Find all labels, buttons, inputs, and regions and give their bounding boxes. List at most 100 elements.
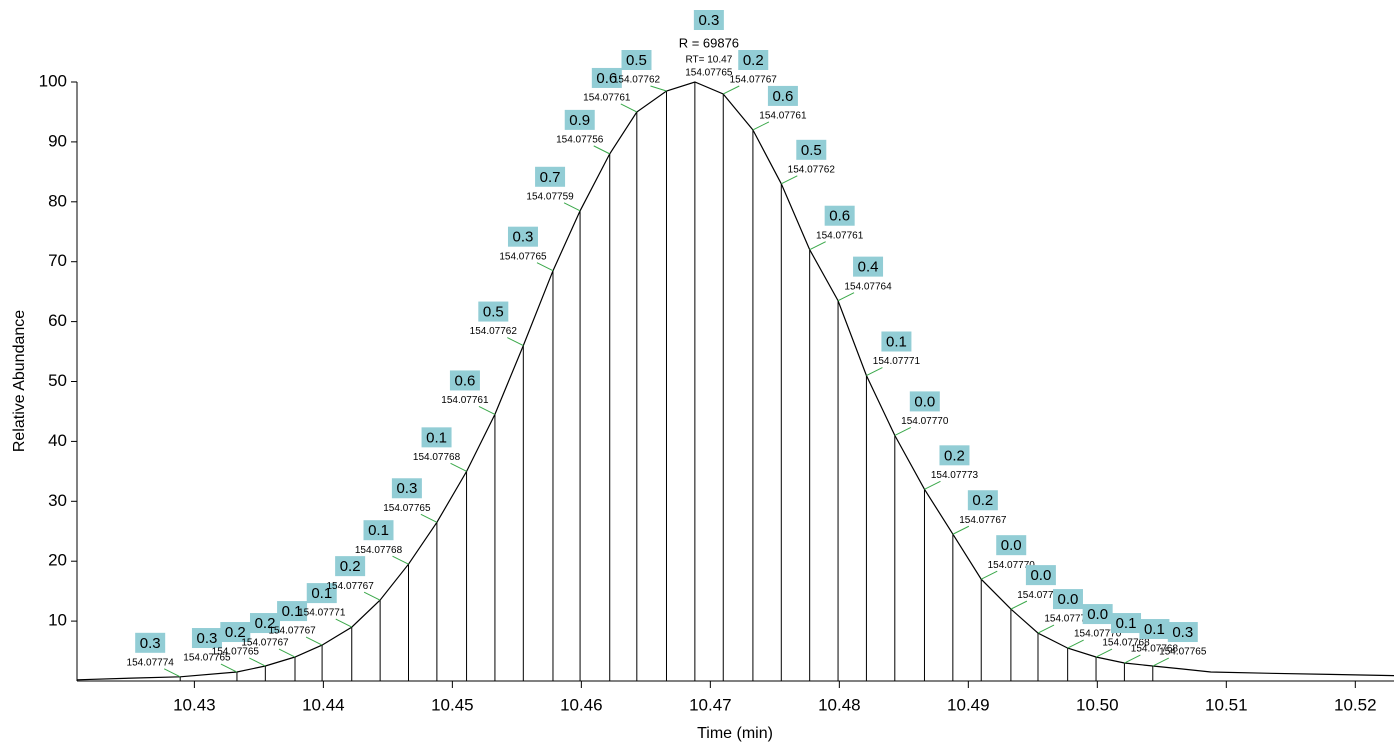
x-tick-label: 10.44 [302,695,345,714]
leader-line [363,591,381,601]
error-box [881,331,912,352]
error-label: 0.9 [569,112,590,129]
leader-line [809,241,826,251]
leader-line [866,367,883,376]
leader-line [507,337,524,347]
leader-line [752,121,770,131]
x-tick-label: 10.47 [689,695,732,714]
mass-label: 154.07770 [1017,590,1065,601]
error-label: 0.2 [743,52,764,69]
mass-label: 154.07762 [788,164,836,175]
leader-line [478,405,496,415]
error-label: 0.3 [698,12,719,29]
mass-label: 154.07765 [685,68,733,79]
error-box [1052,589,1083,610]
mass-label: 154.07764 [844,281,892,292]
x-tick-label: 10.51 [1205,695,1248,714]
leader-line [163,668,181,678]
x-tick-label: 10.43 [173,695,216,714]
leader-line [392,555,409,565]
leader-line [924,480,941,490]
leader-line [335,618,352,628]
mass-label: 154.07767 [241,638,289,649]
error-label: 0.3 [1172,624,1193,641]
error-box [335,556,366,577]
error-label: 0.3 [513,229,534,246]
error-label: 0.0 [1058,591,1079,608]
leader-line [420,513,438,523]
mass-label: 154.07765 [499,251,547,262]
leader-line [249,657,266,667]
y-tick-label: 60 [48,311,67,330]
mass-label: 154.07770 [988,560,1036,571]
error-label: 0.3 [396,480,417,497]
mass-label: 154.07756 [556,135,604,146]
error-label: 0.0 [914,393,935,410]
leader-line [220,663,238,673]
leader-line [620,103,638,113]
y-tick-label: 80 [48,191,67,210]
error-box [996,535,1027,556]
mass-label: 154.07770 [901,416,949,427]
x-axis-label: Time (min) [697,725,773,742]
error-label: 0.1 [426,429,447,446]
mass-label: 154.07767 [959,515,1007,526]
mass-label: 154.07765 [183,653,231,664]
mass-label: 154.07770 [1074,629,1122,640]
x-tick-label: 10.50 [1076,695,1119,714]
error-box [591,67,622,88]
error-label: 0.2 [255,615,276,632]
error-label: 0.6 [829,208,850,225]
mass-label: 154.07771 [298,608,346,619]
error-box [220,622,251,643]
error-label: 0.2 [944,447,965,464]
error-label: 0.1 [1116,615,1137,632]
y-tick-label: 70 [48,251,67,270]
leader-line [894,426,912,436]
error-label: 0.2 [340,558,361,575]
error-label: 0.1 [368,522,389,539]
mass-label: 154.07762 [613,75,661,86]
mass-label: 154.07768 [1131,644,1179,655]
error-box [621,50,652,70]
leader-line [650,85,667,92]
x-tick-label: 10.45 [431,695,474,714]
y-tick-label: 90 [48,131,67,150]
error-label: 0.5 [626,52,647,69]
mass-label: 154.07768 [413,452,461,463]
error-box [564,109,595,130]
mass-label: 154.07762 [470,326,518,337]
error-box [478,301,509,322]
error-label: 0.1 [311,585,332,602]
leader-line [723,85,740,95]
error-box [421,427,452,448]
leader-line [1095,648,1113,658]
leader-line [1067,639,1084,649]
mass-label: 154.07770 [1044,614,1092,625]
mass-label: 154.07767 [326,581,374,592]
error-box [191,628,222,649]
y-tick-label: 100 [39,71,67,90]
error-box [1082,604,1113,625]
error-box [449,370,480,391]
error-box [1025,565,1056,586]
error-box [306,583,337,604]
error-box [135,632,166,653]
x-tick-label: 10.52 [1334,695,1377,714]
error-box [1111,613,1142,634]
error-label: 0.5 [801,142,822,159]
y-axis-label: Relative Abundance [11,310,28,452]
y-tick-label: 40 [48,431,67,450]
mass-label: 154.07771 [873,356,921,367]
error-label: 0.6 [455,372,476,389]
x-tick-label: 10.49 [947,695,990,714]
error-label: 0.0 [1087,606,1108,623]
error-label: 0.1 [1144,621,1165,638]
mass-label: 154.07761 [583,93,631,104]
mass-label: 154.07768 [355,545,403,556]
error-box [824,205,855,226]
apex-resolution: R = 69876 [679,35,739,50]
error-box [967,490,998,511]
error-label: 0.3 [197,630,218,647]
